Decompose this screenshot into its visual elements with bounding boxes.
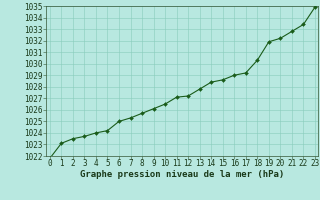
X-axis label: Graphe pression niveau de la mer (hPa): Graphe pression niveau de la mer (hPa) bbox=[80, 170, 284, 179]
